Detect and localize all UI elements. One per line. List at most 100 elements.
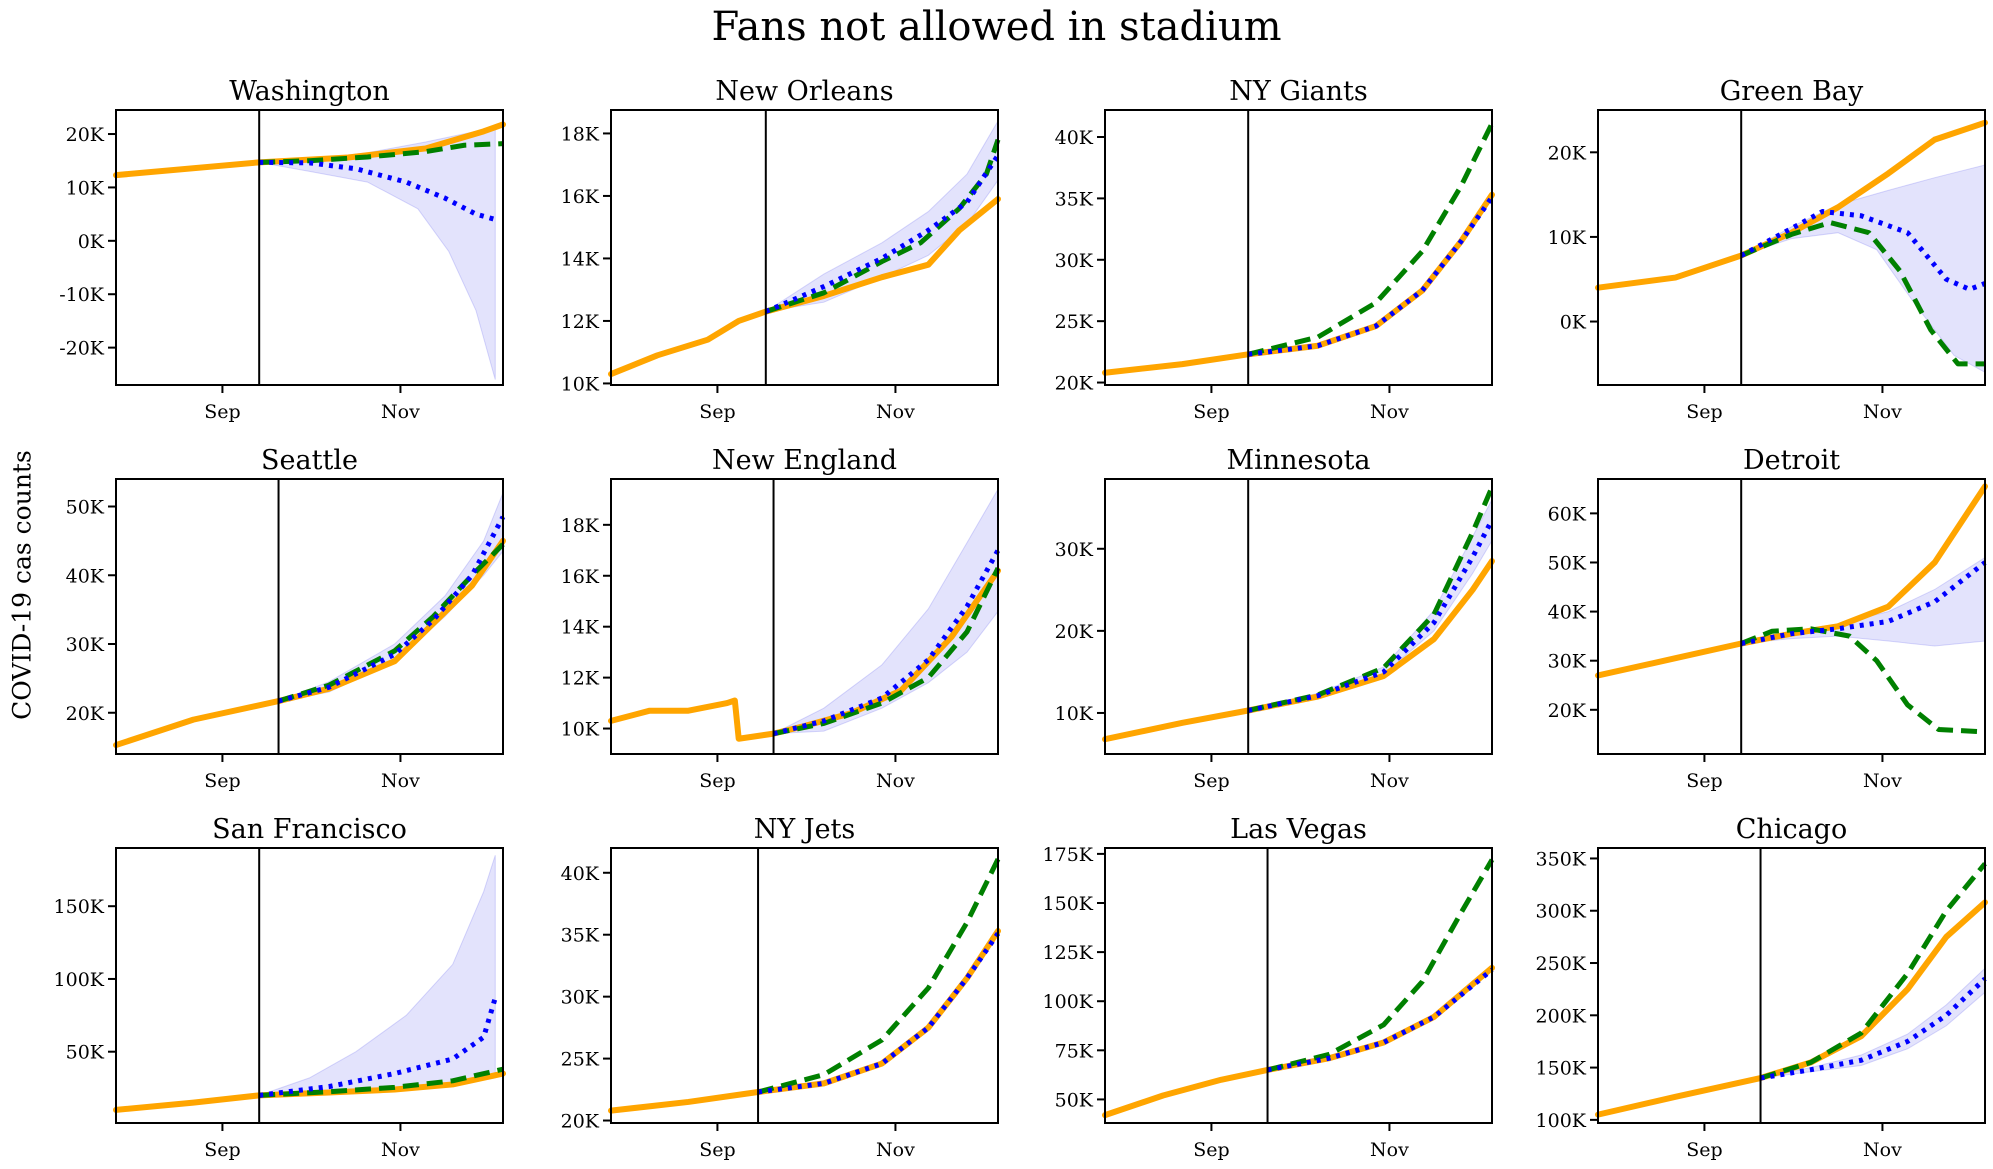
y-tick-label: 100K: [1536, 1110, 1587, 1132]
subplot-title: Minnesota: [1226, 445, 1370, 476]
x-tick-label: Nov: [876, 1139, 915, 1161]
x-tick-label: Nov: [1370, 401, 1409, 423]
y-tick-label: 150K: [1043, 893, 1094, 915]
x-tick-label: Sep: [204, 401, 240, 423]
subplot-8: San Francisco 50K 100K 150K Sep Nov: [54, 814, 506, 1161]
y-tick-label: 35K: [561, 925, 600, 947]
plot-frame: [1597, 109, 1986, 386]
plot-frame: [610, 478, 999, 755]
series-line-observed: [1102, 964, 1495, 1119]
y-tick-label: 200K: [1536, 1005, 1587, 1027]
subplot-6: Minnesota 10K 20K 30K Sep Nov: [1055, 445, 1495, 792]
subplot-4: Seattle 20K 30K 40K 50K Sep Nov: [66, 445, 506, 792]
y-tick-label: 50K: [1548, 552, 1587, 574]
x-tick-label: Nov: [1370, 770, 1409, 792]
subplot-0: Washington -20K -10K 0K 10K 20K Sep Nov: [59, 76, 506, 423]
y-tick-label: 16K: [561, 186, 600, 208]
x-tick-label: Nov: [381, 770, 420, 792]
y-tick-label: 20K: [561, 1111, 600, 1133]
y-tick-label: 50K: [66, 1042, 105, 1064]
y-tick-label: 30K: [66, 634, 105, 656]
y-tick-label: 50K: [1055, 1089, 1094, 1111]
x-tick-label: Sep: [204, 1139, 240, 1161]
y-tick-label: 350K: [1536, 848, 1587, 870]
y-tick-label: 35K: [1055, 188, 1094, 210]
y-tick-label: 10K: [561, 719, 600, 741]
x-tick-label: Sep: [1686, 770, 1722, 792]
series-line-model_a: [1740, 220, 1985, 367]
x-tick-label: Nov: [1863, 401, 1902, 423]
x-tick-label: Nov: [381, 1139, 420, 1161]
y-tick-label: 100K: [1043, 991, 1094, 1013]
series-line-model_a: [1247, 486, 1495, 713]
x-tick-label: Sep: [1193, 770, 1229, 792]
y-tick-label: 125K: [1043, 942, 1094, 964]
y-tick-label: 20K: [1055, 621, 1094, 643]
x-tick-label: Nov: [876, 770, 915, 792]
plot-frame: [1104, 847, 1493, 1124]
subplot-10: Las Vegas 50K 75K 100K 125K 150K 175K Sep Nov: [1043, 814, 1495, 1161]
series-line-observed: [1595, 483, 1988, 679]
series-line-model_b: [772, 549, 1001, 737]
y-tick-label: 75K: [1055, 1040, 1094, 1062]
series-line-model_b: [258, 997, 498, 1098]
series-line-observed: [608, 927, 1001, 1114]
subplot-2: NY Giants 20K 25K 30K 35K 40K Sep Nov: [1055, 76, 1495, 423]
plot-frame: [1104, 109, 1493, 386]
series-line-observed: [113, 1070, 506, 1113]
series-line-model_a: [1740, 626, 1986, 735]
subplot-7: Detroit 20K 30K 40K 50K 60K Sep Nov: [1548, 445, 1988, 792]
x-tick-label: Sep: [1193, 401, 1229, 423]
series-line-model_b: [757, 932, 1001, 1095]
series-line-model_b: [1247, 195, 1495, 357]
y-tick-label: 12K: [561, 311, 600, 333]
x-tick-label: Sep: [699, 401, 735, 423]
subplot-title: Las Vegas: [1230, 814, 1367, 845]
y-tick-label: 0K: [1560, 312, 1587, 334]
y-tick-label: 10K: [561, 373, 600, 395]
y-tick-label: 20K: [66, 703, 105, 725]
x-tick-label: Sep: [699, 1139, 735, 1161]
series-line-model_b: [1267, 967, 1494, 1073]
y-tick-label: 10K: [66, 177, 105, 199]
x-tick-label: Sep: [1686, 1139, 1722, 1161]
subplot-1: New Orleans 10K 12K 14K 16K 18K Sep Nov: [561, 76, 1001, 423]
x-tick-label: Nov: [1370, 1139, 1409, 1161]
series-line-observed: [1595, 119, 1988, 291]
x-tick-label: Nov: [1863, 1139, 1902, 1161]
series-line-observed: [1102, 558, 1495, 743]
plot-frame: [1104, 478, 1493, 755]
y-tick-label: 10K: [1548, 227, 1587, 249]
y-tick-label: 18K: [561, 123, 600, 145]
x-tick-label: Nov: [876, 401, 915, 423]
plot-frame: [115, 478, 504, 755]
y-tick-label: 300K: [1536, 901, 1587, 923]
series-line-observed: [1595, 899, 1988, 1118]
y-tick-label: 50K: [66, 497, 105, 519]
series-line-model_b: [1740, 209, 1986, 292]
series-line-model_b: [764, 153, 1001, 314]
subplot-title: Washington: [229, 76, 390, 107]
subplot-title: New Orleans: [715, 76, 893, 107]
y-tick-label: 40K: [1055, 127, 1094, 149]
y-tick-label: 150K: [1536, 1058, 1587, 1080]
uncertainty-band: [1740, 164, 1986, 374]
y-tick-label: 40K: [1548, 602, 1587, 624]
subplot-9: NY Jets 20K 25K 30K 35K 40K Sep Nov: [561, 814, 1001, 1161]
y-tick-label: 18K: [561, 515, 600, 537]
plot-frame: [610, 847, 999, 1124]
y-tick-label: 40K: [561, 863, 600, 885]
x-tick-label: Sep: [1193, 1139, 1229, 1161]
y-tick-label: 20K: [1548, 700, 1587, 722]
subplot-title: Chicago: [1736, 814, 1847, 845]
y-tick-label: 20K: [1548, 142, 1587, 164]
plot-frame: [1597, 478, 1986, 755]
subplot-title: Green Bay: [1720, 76, 1864, 107]
series-line-model_a: [259, 1066, 504, 1098]
subplot-3: Green Bay 0K 10K 20K Sep Nov: [1548, 76, 1988, 423]
uncertainty-band: [765, 119, 999, 313]
y-tick-label: 60K: [1548, 503, 1587, 525]
series-line-model_a: [1247, 122, 1495, 357]
y-tick-label: 175K: [1043, 844, 1094, 866]
